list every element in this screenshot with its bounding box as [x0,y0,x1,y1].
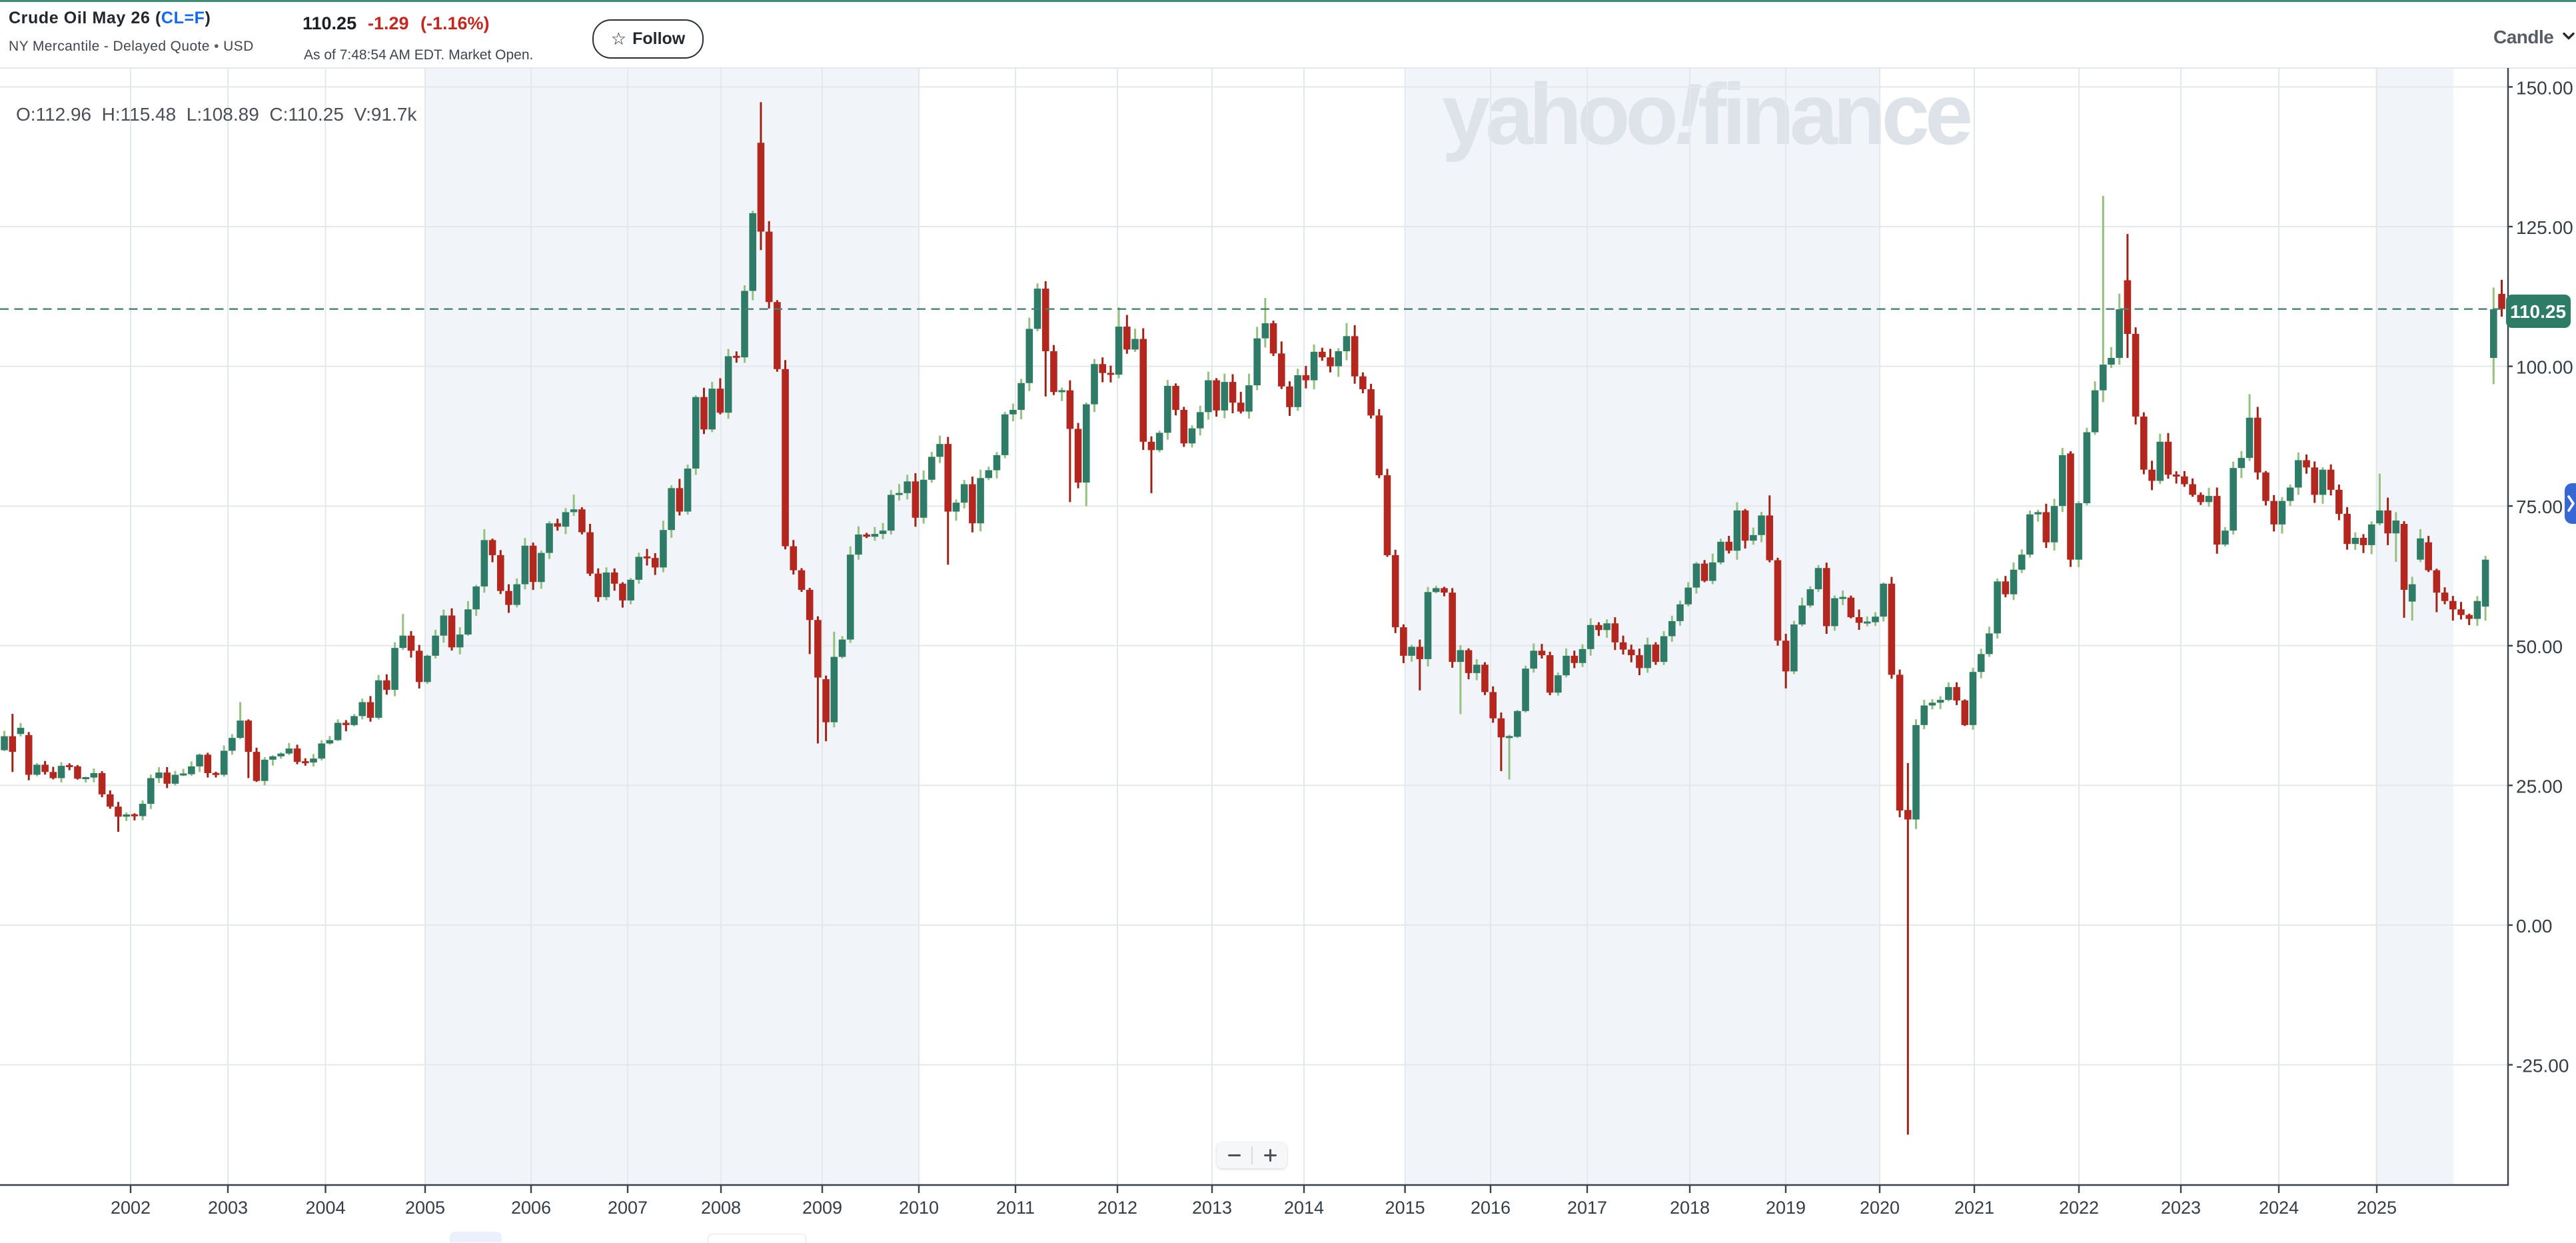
svg-text:2004: 2004 [305,1198,345,1218]
svg-text:2025: 2025 [2357,1198,2397,1218]
svg-text:2012: 2012 [1097,1198,1137,1218]
svg-text:2017: 2017 [1567,1198,1607,1218]
svg-text:yahoo!finance: yahoo!finance [1442,65,1970,163]
svg-text:25.00: 25.00 [2516,776,2563,796]
svg-text:2009: 2009 [802,1198,842,1218]
svg-text:2023: 2023 [2161,1198,2201,1218]
svg-text:-25.00: -25.00 [2516,1056,2569,1076]
svg-text:2024: 2024 [2259,1198,2299,1218]
svg-text:2013: 2013 [1192,1198,1232,1218]
svg-text:2018: 2018 [1670,1198,1710,1218]
svg-text:2006: 2006 [511,1198,551,1218]
svg-text:2021: 2021 [1954,1198,1994,1218]
svg-text:2016: 2016 [1471,1198,1511,1218]
svg-text:2003: 2003 [208,1198,248,1218]
svg-text:150.00: 150.00 [2516,77,2573,98]
svg-text:110.25: 110.25 [2510,301,2566,322]
svg-text:2011: 2011 [996,1198,1035,1218]
svg-text:2020: 2020 [1860,1198,1900,1218]
svg-text:100.00: 100.00 [2516,357,2573,378]
svg-text:2022: 2022 [2059,1198,2099,1218]
svg-text:2005: 2005 [405,1198,445,1218]
svg-text:2015: 2015 [1385,1198,1425,1218]
svg-text:2019: 2019 [1766,1198,1806,1218]
svg-text:75.00: 75.00 [2516,497,2563,517]
svg-text:50.00: 50.00 [2516,636,2563,657]
svg-text:2002: 2002 [111,1198,151,1218]
svg-text:2010: 2010 [899,1198,939,1218]
svg-text:2014: 2014 [1284,1198,1324,1218]
svg-text:0.00: 0.00 [2516,916,2553,936]
svg-text:2008: 2008 [701,1198,741,1218]
svg-text:2007: 2007 [608,1198,648,1218]
svg-text:125.00: 125.00 [2516,217,2573,238]
